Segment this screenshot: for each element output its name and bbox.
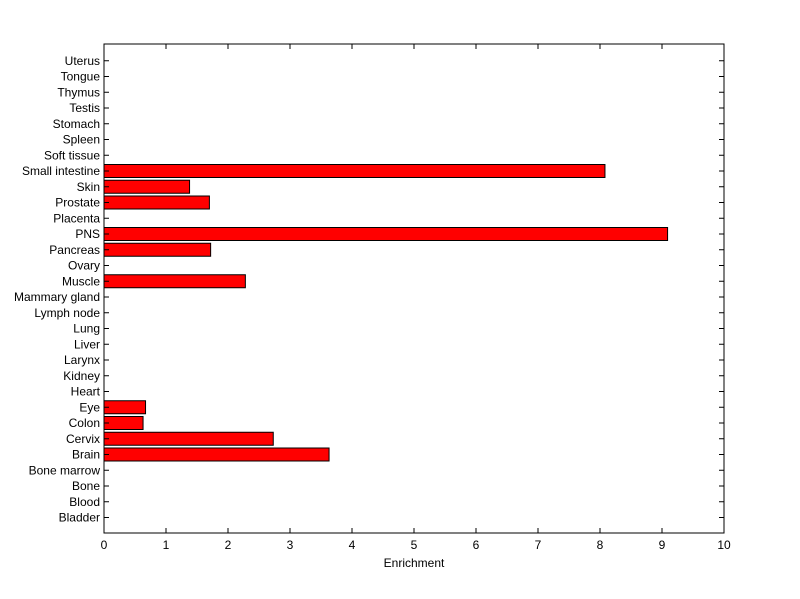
x-tick-label-5: 5 — [411, 538, 418, 552]
y-tick-label-brain: Brain — [72, 448, 100, 462]
y-tick-label-small-intestine: Small intestine — [22, 164, 100, 178]
y-tick-label-bladder: Bladder — [59, 511, 100, 525]
y-tick-label-liver: Liver — [74, 337, 100, 351]
y-tick-label-kidney: Kidney — [63, 369, 100, 383]
bars-layer — [103, 164, 669, 462]
bar-pancreas — [103, 242, 212, 257]
y-tick-label-larynx: Larynx — [64, 353, 100, 367]
bar-brain — [103, 447, 330, 462]
y-tick-label-testis: Testis — [69, 101, 100, 115]
y-tick-label-spleen: Spleen — [63, 133, 100, 147]
bar-pns — [103, 227, 669, 241]
y-tick-label-placenta: Placenta — [53, 211, 100, 225]
x-tick-label-2: 2 — [225, 538, 232, 552]
bar-colon — [103, 416, 144, 430]
x-tick-label-1: 1 — [163, 538, 170, 552]
x-axis-label: Enrichment — [384, 556, 445, 570]
y-tick-label-uterus: Uterus — [65, 54, 100, 68]
x-tick-layer: 0 1 2 3 4 5 6 7 8 9 10 — [101, 44, 731, 552]
y-tick-label-mammary-gland: Mammary gland — [14, 290, 100, 304]
bar-cervix — [103, 431, 274, 446]
y-tick-label-thymus: Thymus — [57, 85, 100, 99]
bar-skin — [103, 179, 191, 194]
bar-eye — [103, 400, 147, 415]
y-tick-label-colon: Colon — [69, 416, 100, 430]
y-tick-label-heart: Heart — [71, 385, 101, 399]
y-tick-label-muscle: Muscle — [62, 274, 100, 288]
x-tick-label-9: 9 — [659, 538, 666, 552]
bar-small-intestine — [103, 164, 606, 178]
y-tick-label-tongue: Tongue — [61, 70, 101, 84]
y-tick-label-lung: Lung — [73, 322, 100, 336]
y-tick-label-pns: PNS — [75, 227, 100, 241]
x-tick-label-10: 10 — [717, 538, 731, 552]
y-tick-label-lymph-node: Lymph node — [34, 306, 100, 320]
y-tick-label-bone-marrow: Bone marrow — [29, 463, 101, 477]
y-tick-label-cervix: Cervix — [66, 432, 100, 446]
y-tick-label-blood: Blood — [69, 495, 100, 509]
y-tick-label-bone: Bone — [72, 479, 100, 493]
x-tick-label-3: 3 — [287, 538, 294, 552]
y-tick-label-pancreas: Pancreas — [49, 243, 100, 257]
x-tick-label-4: 4 — [349, 538, 356, 552]
x-tick-label-8: 8 — [597, 538, 604, 552]
x-tick-label-7: 7 — [535, 538, 542, 552]
bar-muscle — [103, 274, 246, 289]
y-tick-label-ovary: Ovary — [68, 259, 100, 273]
y-tick-label-eye: Eye — [79, 400, 100, 414]
x-tick-label-0: 0 — [101, 538, 108, 552]
y-tick-label-prostate: Prostate — [55, 196, 100, 210]
y-tick-label-soft-tissue: Soft tissue — [44, 148, 100, 162]
y-tick-label-stomach: Stomach — [53, 117, 100, 131]
bar-prostate — [103, 195, 210, 210]
x-tick-label-6: 6 — [473, 538, 480, 552]
y-tick-label-skin: Skin — [77, 180, 100, 194]
